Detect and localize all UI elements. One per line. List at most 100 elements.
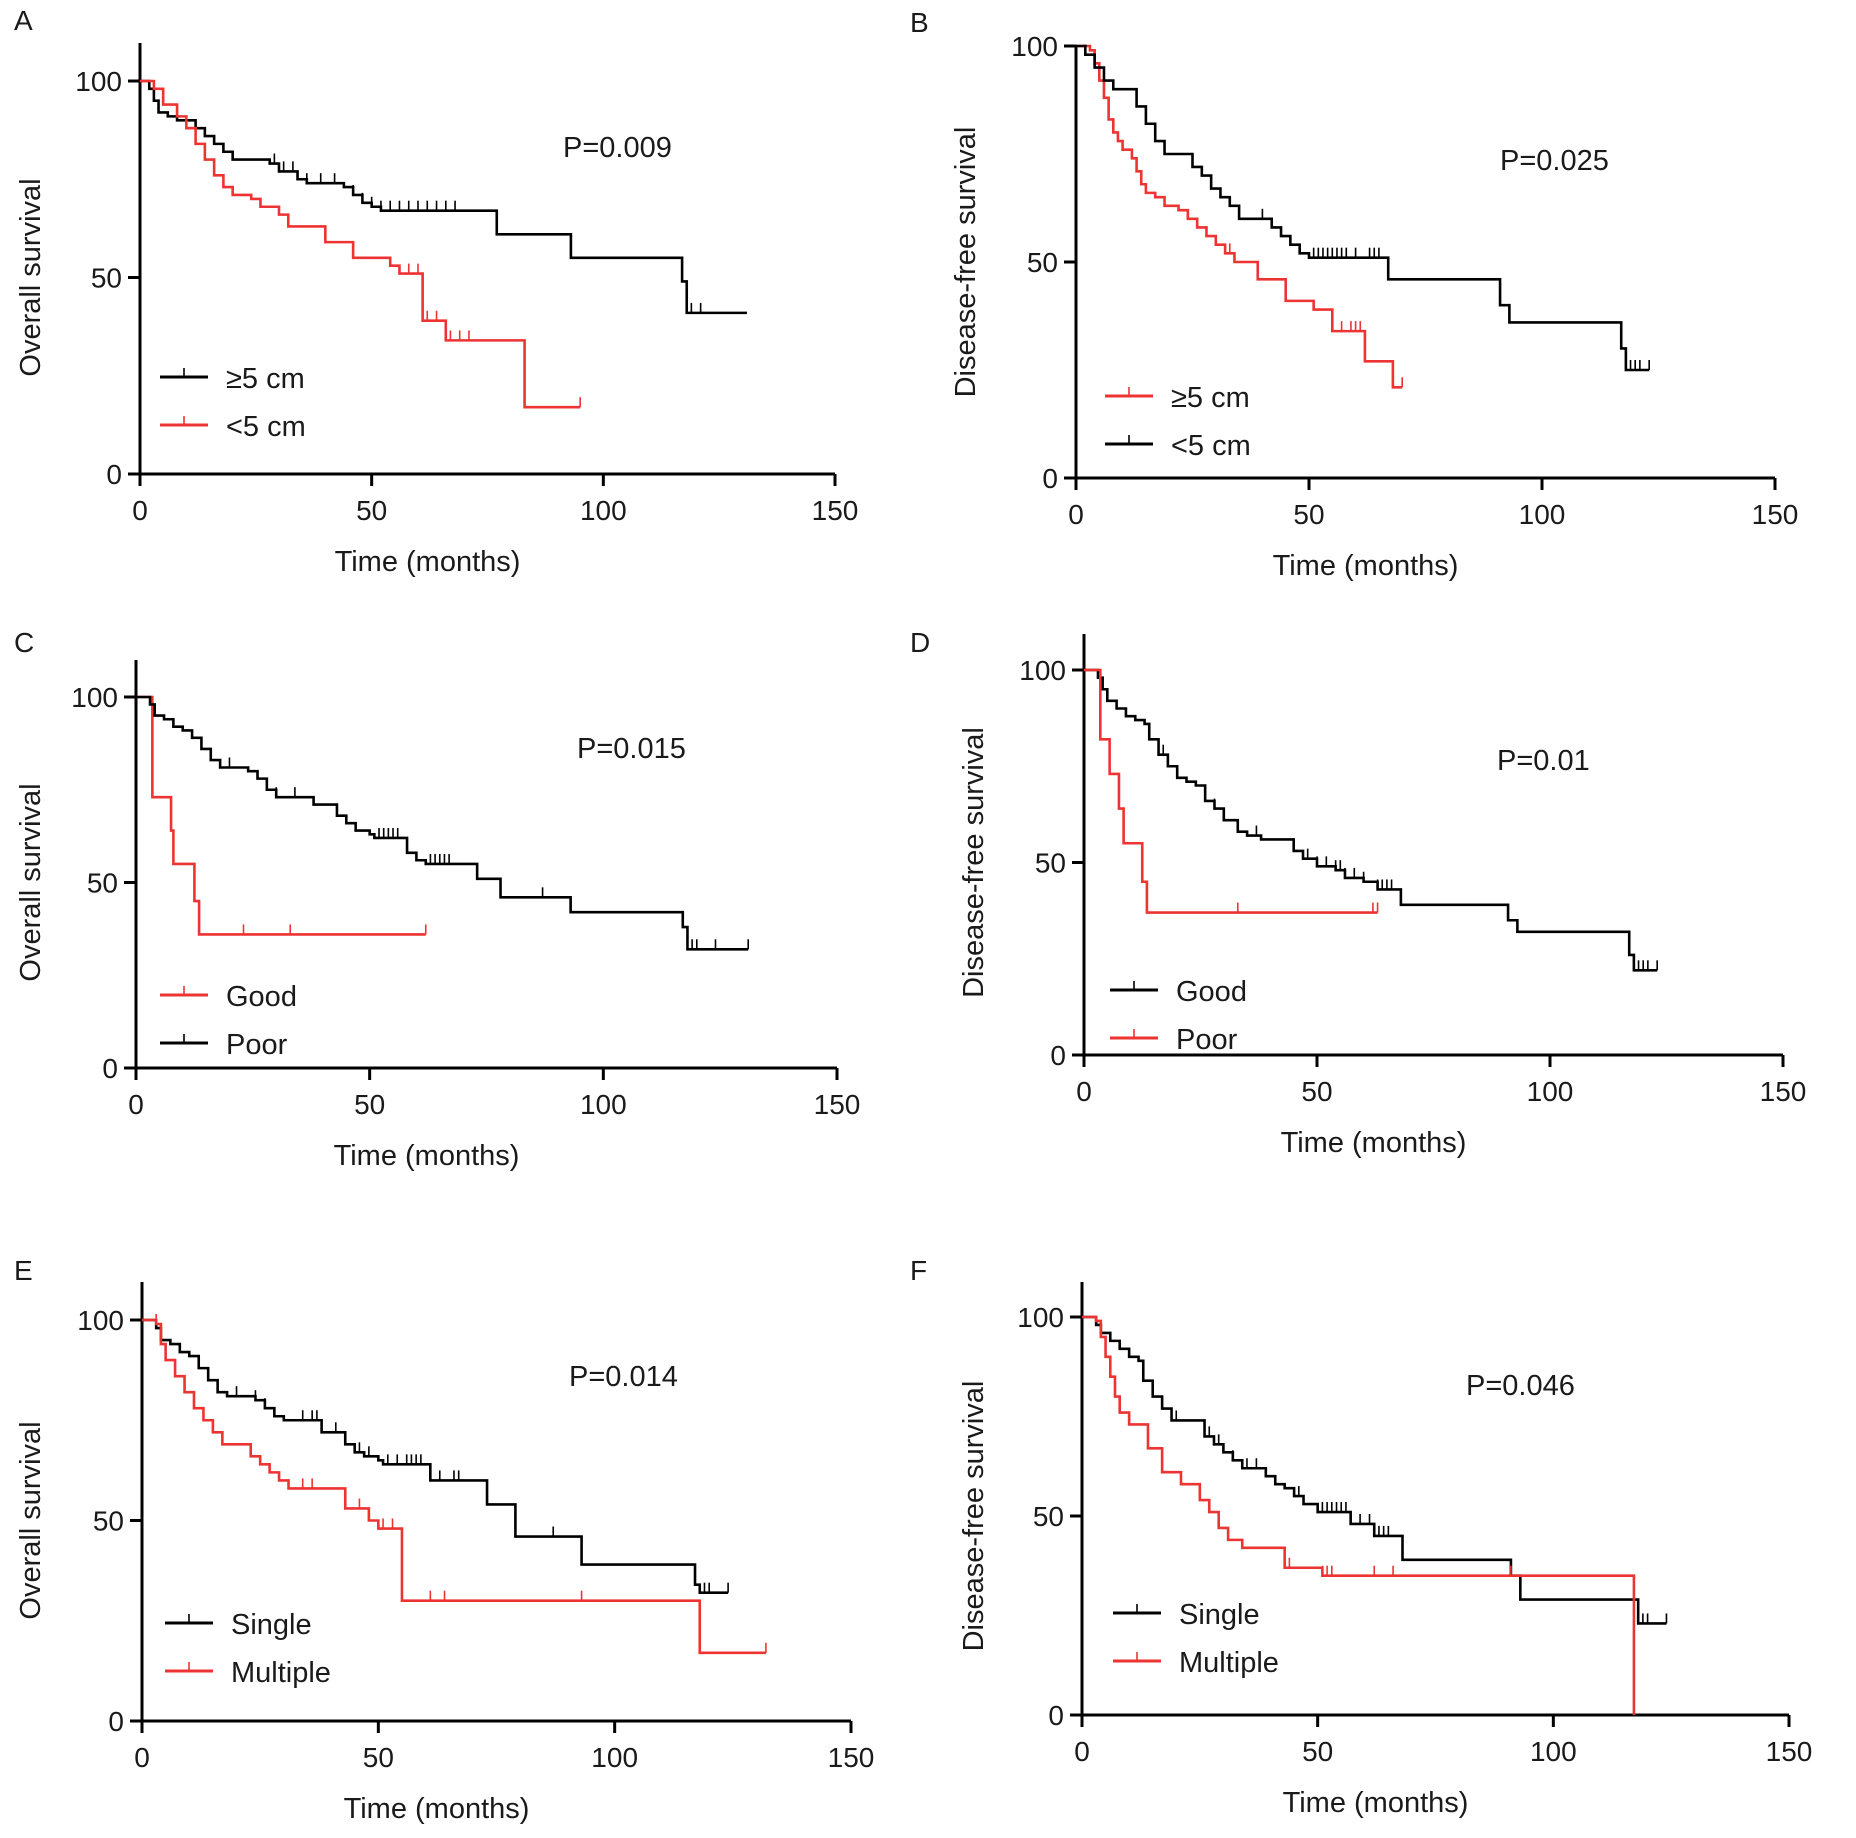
x-axis-title: Time (months) (1273, 550, 1459, 582)
series-first (142, 1318, 729, 1594)
y-tick-label: 0 (1042, 463, 1058, 494)
legend-label: Single (231, 1609, 312, 1641)
series-second (1076, 44, 1650, 372)
p-value-annotation: P=0.015 (577, 733, 686, 765)
legend-item: ≥5 cm (160, 363, 305, 395)
legend-label: <5 cm (1171, 430, 1251, 462)
series-first (140, 79, 747, 315)
y-tick-label: 0 (102, 1053, 118, 1084)
legend-item: Multiple (1113, 1647, 1279, 1679)
panel-label: B (910, 7, 929, 38)
survival-curve (1082, 1315, 1636, 1715)
series-second (140, 79, 581, 409)
legend-item: <5 cm (1105, 430, 1251, 462)
series-second (1084, 668, 1379, 914)
panel-label: C (14, 627, 34, 658)
x-tick-label: 100 (591, 1742, 638, 1773)
y-tick-label: 0 (1050, 1040, 1066, 1071)
y-tick-label: 50 (93, 1506, 124, 1537)
legend-label: Poor (226, 1029, 288, 1061)
legend-item: Good (1110, 976, 1247, 1008)
x-tick-label: 50 (1301, 1076, 1332, 1107)
y-axis-title: Disease-free survival (950, 127, 982, 398)
legend-label: Multiple (1179, 1647, 1279, 1679)
x-tick-label: 150 (1752, 499, 1799, 530)
y-tick-label: 0 (106, 459, 122, 490)
y-tick-label: 100 (1019, 655, 1066, 686)
survival-curve (1076, 44, 1650, 372)
x-tick-label: 100 (1527, 1076, 1574, 1107)
x-tick-label: 50 (1293, 499, 1324, 530)
panel-f: F Disease-free survival Time (months) P=… (910, 1255, 1812, 1819)
x-axis-title: Time (months) (344, 1793, 530, 1825)
legend-item: Multiple (165, 1657, 331, 1689)
series-second (1082, 1315, 1636, 1715)
series-second (136, 695, 750, 951)
y-tick-label: 0 (1048, 1700, 1064, 1731)
y-tick-label: 50 (1033, 1501, 1064, 1532)
y-tick-label: 100 (1017, 1302, 1064, 1333)
legend-item: Good (160, 981, 297, 1013)
p-value-annotation: P=0.025 (1500, 145, 1609, 177)
x-axis-title: Time (months) (334, 1140, 520, 1172)
panel-label: F (910, 1255, 927, 1286)
x-tick-label: 100 (580, 1089, 627, 1120)
y-tick-label: 100 (77, 1305, 124, 1336)
p-value-annotation: P=0.046 (1466, 1370, 1575, 1402)
legend-item: <5 cm (160, 411, 306, 443)
x-tick-label: 50 (354, 1089, 385, 1120)
series-first (1082, 1315, 1668, 1625)
legend-label: ≥5 cm (226, 363, 305, 395)
legend-item: Single (1113, 1599, 1260, 1631)
x-tick-label: 150 (828, 1742, 875, 1773)
y-tick-label: 100 (71, 682, 118, 713)
survival-curve (1084, 668, 1658, 972)
series-first (1084, 668, 1658, 972)
axes: 0 50 100 150 0 50 100 (1017, 1282, 1812, 1767)
legend-label: Multiple (231, 1657, 331, 1689)
survival-curve (140, 79, 747, 315)
survival-curve (1082, 1315, 1667, 1625)
x-tick-label: 100 (580, 495, 627, 526)
y-tick-label: 50 (91, 263, 122, 294)
panel-label: A (14, 5, 33, 36)
y-tick-label: 100 (75, 66, 122, 97)
axes: 0 50 100 150 0 50 100 (71, 660, 860, 1120)
panel-label: E (14, 1255, 33, 1286)
y-axis-title: Overall survival (15, 783, 47, 981)
p-value-annotation: P=0.01 (1497, 745, 1590, 777)
x-tick-label: 150 (1760, 1076, 1807, 1107)
x-tick-label: 150 (812, 495, 859, 526)
legend-item: ≥5 cm (1105, 382, 1250, 414)
p-value-annotation: P=0.014 (569, 1361, 678, 1393)
y-tick-label: 50 (87, 868, 118, 899)
series-first (1076, 44, 1403, 389)
panel-d: D Disease-free survival Time (months) P=… (910, 627, 1806, 1159)
x-axis-title: Time (months) (1283, 1787, 1469, 1819)
x-tick-label: 0 (1076, 1076, 1092, 1107)
axes: 0 50 100 150 0 50 100 (77, 1282, 874, 1773)
survival-curve (136, 695, 749, 951)
y-axis-title: Disease-free survival (958, 727, 990, 998)
panel-e: E Overall survival Time (months) P=0.014… (14, 1255, 874, 1825)
panel-c: C Overall survival Time (months) P=0.015… (14, 627, 860, 1172)
y-axis-title: Overall survival (15, 1421, 47, 1619)
legend-label: Good (1176, 976, 1247, 1008)
x-tick-label: 100 (1530, 1736, 1577, 1767)
y-tick-label: 50 (1035, 848, 1066, 879)
legend-item: Poor (160, 1029, 288, 1061)
x-tick-label: 0 (128, 1089, 144, 1120)
legend-label: <5 cm (226, 411, 306, 443)
x-tick-label: 100 (1519, 499, 1566, 530)
y-tick-label: 50 (1027, 247, 1058, 278)
x-tick-label: 150 (1766, 1736, 1813, 1767)
legend-label: Single (1179, 1599, 1260, 1631)
y-tick-label: 100 (1011, 31, 1058, 62)
survival-curve (1084, 668, 1378, 914)
panel-label: D (910, 627, 930, 658)
survival-curve (1076, 44, 1403, 389)
axes: 0 50 100 150 0 50 100 (1011, 31, 1798, 530)
legend-item: Single (165, 1609, 312, 1641)
panel-a: A Overall survival Time (months) P=0.009… (14, 5, 858, 578)
survival-curve (136, 695, 426, 936)
